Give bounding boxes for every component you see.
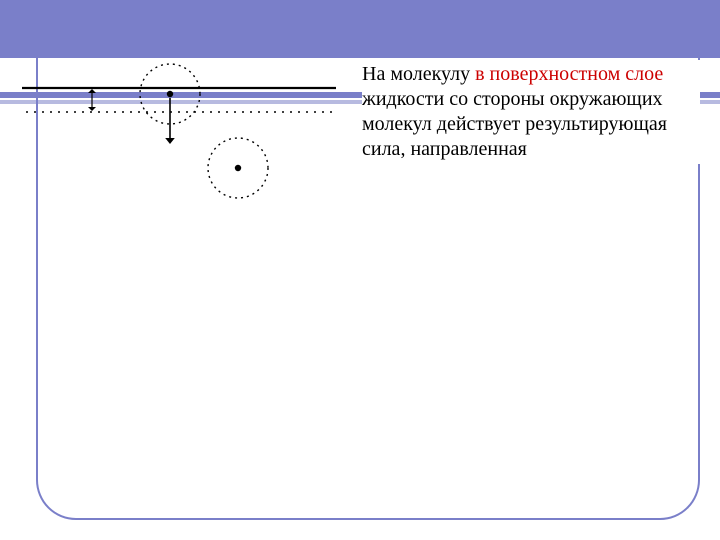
header-band bbox=[0, 0, 720, 58]
molecule-diagram bbox=[0, 58, 360, 238]
text-part-3: жидкости со стороны окружающих молекул д… bbox=[362, 88, 667, 160]
explanation-text: На молекулу в поверхностном слое жидкост… bbox=[362, 60, 700, 164]
text-part-1: На молекулу bbox=[362, 63, 475, 85]
text-part-red: в поверхностном слое bbox=[475, 63, 663, 85]
